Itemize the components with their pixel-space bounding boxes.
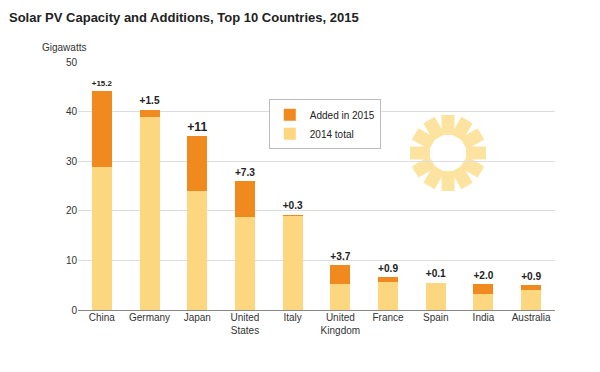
- svg-text:20: 20: [66, 205, 78, 216]
- svg-text:Spain: Spain: [423, 312, 449, 323]
- svg-text:India: India: [473, 312, 495, 323]
- svg-text:+2.0: +2.0: [473, 270, 493, 281]
- svg-text:+3.7: +3.7: [330, 251, 350, 262]
- svg-text:+0.3: +0.3: [283, 200, 303, 211]
- svg-text:China: China: [89, 312, 116, 323]
- svg-text:+7.3: +7.3: [235, 167, 255, 178]
- svg-text:+0.1: +0.1: [426, 268, 446, 279]
- svg-text:0: 0: [71, 305, 77, 316]
- svg-text:Solar PV Capacity and Addition: Solar PV Capacity and Additions, Top 10 …: [9, 10, 359, 25]
- svg-text:30: 30: [66, 156, 78, 167]
- svg-text:Japan: Japan: [184, 312, 211, 323]
- svg-text:UnitedKingdom: UnitedKingdom: [321, 312, 360, 336]
- svg-text:Gigawatts: Gigawatts: [42, 42, 86, 53]
- svg-text:Italy: Italy: [283, 312, 301, 323]
- svg-text:40: 40: [66, 106, 78, 117]
- svg-text:Germany: Germany: [129, 312, 170, 323]
- svg-text:+11: +11: [187, 120, 207, 134]
- svg-text:+0.9: +0.9: [521, 271, 541, 282]
- svg-text:50: 50: [66, 57, 78, 68]
- svg-text:+15.2: +15.2: [92, 79, 113, 88]
- svg-text:UnitedStates: UnitedStates: [230, 312, 259, 336]
- svg-text:Added in 2015: Added in 2015: [310, 110, 375, 121]
- svg-text:2014 total: 2014 total: [310, 129, 354, 140]
- svg-text:10: 10: [66, 255, 78, 266]
- svg-text:France: France: [372, 312, 404, 323]
- svg-text:+0.9: +0.9: [378, 263, 398, 274]
- svg-text:+1.5: +1.5: [140, 95, 160, 106]
- svg-text:Australia: Australia: [512, 312, 551, 323]
